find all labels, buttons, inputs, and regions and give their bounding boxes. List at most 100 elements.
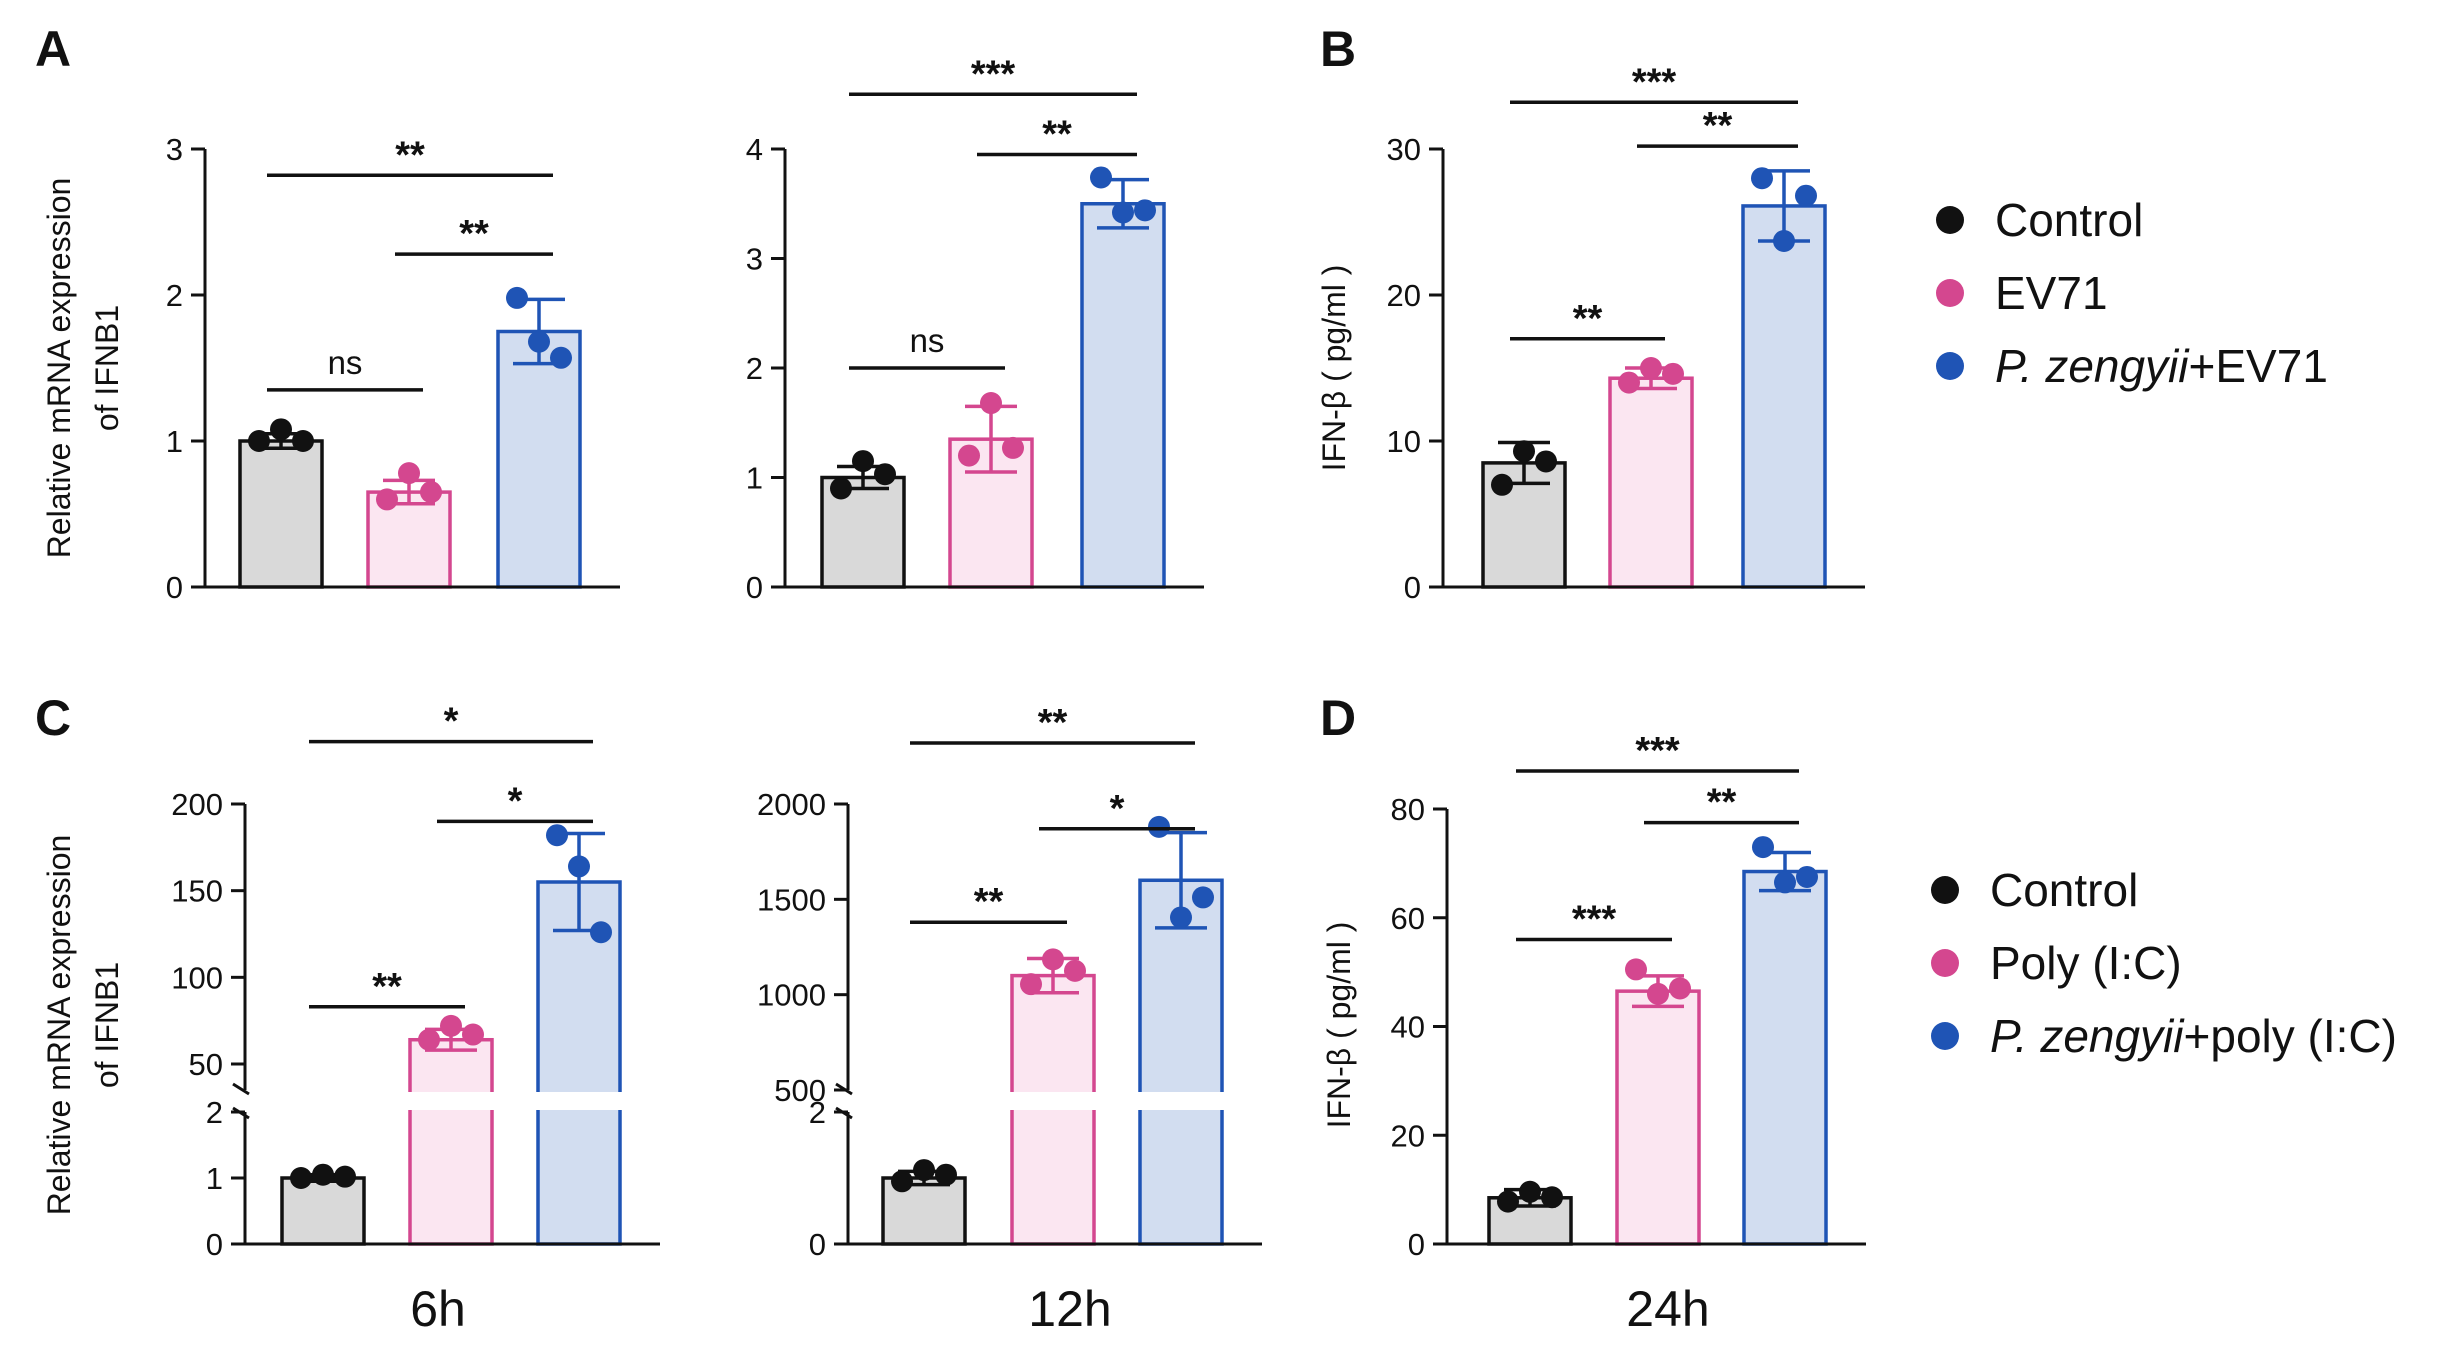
point-C2-ev71 [1042,948,1064,971]
sig-label-B: ** [1573,298,1603,340]
point-A2-control [874,463,896,486]
point-C1-pz [568,855,590,878]
legend-label-suffix: +EV71 [2189,340,2328,392]
y-tick-label-A2: 2 [746,351,763,386]
point-C2-pz [1170,906,1192,929]
y-axis-label-A1: Relative mRNA expression [41,178,77,559]
sig-label-A1: ns [328,344,363,381]
legend-marker-pz [1931,1022,1959,1050]
sig-label-D: ** [1707,782,1737,824]
point-A1-control [292,430,314,452]
sig-label-C2: ** [974,881,1004,923]
y-tick-label-A1: 0 [166,570,183,605]
point-C1-pz [590,921,612,944]
chart-A1: 0 1 2 3 Relative mRNA expression of IFNB1 ns **… [41,132,620,605]
y-tick-label-C1: 2 [206,1095,223,1130]
point-A2-ev71 [958,444,980,467]
legend-label-control: Control [1995,194,2143,246]
point-C2-pz [1148,815,1170,838]
time-label-24h: 24h [1626,1281,1709,1337]
point-D-control [1541,1186,1563,1209]
bar-C2-pz [1138,878,1224,1246]
panel-label-A: A [35,21,71,77]
point-A1-ev71 [376,488,398,511]
point-A1-control [248,430,270,452]
bar-C1-pz [536,880,622,1246]
sig-label-C2: ** [1038,702,1068,744]
point-D-ev71 [1669,977,1691,1000]
point-A2-ev71 [980,392,1002,415]
point-A2-pz [1134,199,1156,222]
point-A1-ev71 [398,462,420,485]
legend-marker-ev71 [1931,949,1959,977]
sig-label-A2: *** [971,53,1016,95]
point-C2-pz [1192,886,1214,909]
point-C1-pz [546,824,568,847]
point-C1-ev71 [462,1023,484,1046]
bar-B-ev71 [1608,376,1694,589]
point-C2-ev71 [1020,973,1042,996]
legend-bottom: Control Poly (I:C) P. zengyii+poly (I:C) [1931,864,2397,1062]
point-D-control [1497,1190,1519,1213]
axis-break-C2 [828,1092,1242,1110]
y-tick-label-B: 10 [1387,424,1421,459]
y-tick-label-C2: 0 [809,1227,826,1262]
point-A2-pz [1090,166,1112,189]
sig-label-B: *** [1632,61,1677,103]
y-tick-label-C1: 0 [206,1227,223,1262]
bar-D-ev71 [1615,989,1701,1246]
y-tick-label-C1: 50 [189,1047,223,1082]
bar-C1-control [280,1176,366,1246]
point-A2-control [830,477,852,500]
y-tick-label-A2: 4 [746,132,763,167]
y-axis-label-D: IFN-β ( pg/ml ) [1321,922,1357,1129]
panel-label-D: D [1320,690,1356,746]
point-A1-pz [528,330,550,353]
y-tick-label-A1: 2 [166,278,183,313]
y-tick-label-A2: 3 [746,242,763,277]
sig-label-C1: ** [372,966,402,1008]
time-label-12h: 12h [1028,1281,1111,1337]
point-B-control [1491,473,1513,496]
axis-break-mark-C1 [232,1082,250,1096]
bar-C1-ev71 [408,1037,494,1246]
bar-D-pz [1742,869,1828,1246]
bar-A1-control [238,439,324,589]
point-D-ev71 [1625,958,1647,981]
point-B-ev71 [1640,357,1662,379]
y-tick-label-C1: 1 [206,1161,223,1196]
y-tick-label-A1: 1 [166,424,183,459]
chart-C1: 0 1 2 50 100 150 200 Relative mRNA expression of… [41,701,660,1262]
y-tick-label-D: 60 [1391,901,1425,936]
y-tick-label-B: 30 [1387,132,1421,167]
axis-break-C1 [225,1092,640,1110]
y-tick-label-C1: 200 [171,787,223,822]
point-B-ev71 [1618,371,1640,394]
point-C2-control [913,1159,935,1182]
y-tick-label-A2: 1 [746,461,763,496]
y-tick-label-C2: 500 [774,1073,826,1108]
legend-marker-control [1936,206,1964,234]
sig-label-D: *** [1635,730,1680,772]
point-A2-ev71 [1002,436,1024,459]
legend-label-suffix: +poly (I:C) [2184,1010,2397,1062]
legend-label-pz: P. zengyii+poly (I:C) [1990,1010,2397,1062]
y-axis-label-C1: of IFNB1 [89,962,125,1088]
y-tick-label-C1: 100 [171,960,223,995]
sig-label-A1: ** [395,134,425,176]
legend-label-ev71: EV71 [1995,267,2108,319]
point-B-ev71 [1662,362,1684,385]
sig-label-A2: ** [1042,113,1072,155]
panel-label-B: B [1320,21,1356,77]
legend-marker-ev71 [1936,279,1964,307]
sig-label-C2: * [1110,788,1125,830]
point-C1-ev71 [418,1028,440,1051]
point-C1-ev71 [440,1014,462,1037]
sig-label-D: *** [1572,899,1617,941]
legend-label-ev71: Poly (I:C) [1990,937,2182,989]
point-B-control [1535,450,1557,473]
legend-marker-control [1931,876,1959,904]
